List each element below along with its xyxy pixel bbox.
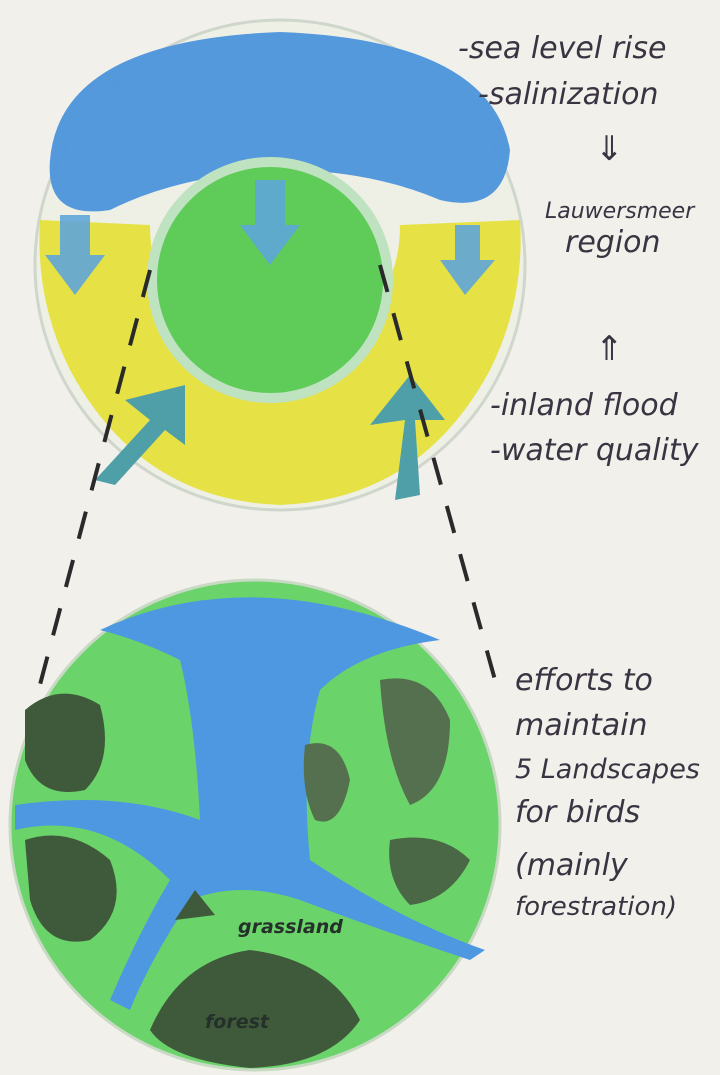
note: (mainly	[515, 848, 629, 883]
grassland-label: grassland	[238, 916, 343, 938]
note: forestration)	[515, 892, 677, 922]
bottom-circle	[8, 578, 502, 1072]
sea-threat: -salinization	[478, 77, 658, 112]
top-circle	[33, 18, 527, 512]
down-arrow: ⇓	[595, 129, 624, 169]
inland-threat: -inland flood	[490, 388, 679, 423]
region-label: Lauwersmeer	[545, 199, 696, 224]
dashed-line	[378, 264, 497, 681]
note: for birds	[515, 795, 640, 830]
inland-threat: -water quality	[490, 433, 700, 468]
sea-threat: -sea level rise	[458, 31, 666, 66]
forest-label: forest	[205, 1011, 270, 1033]
note: efforts to	[515, 663, 653, 698]
region-label: region	[565, 225, 661, 260]
note: 5 Landscapes	[515, 754, 700, 785]
note: maintain	[515, 708, 647, 743]
up-arrow: ⇑	[595, 329, 624, 369]
dashed-line	[18, 269, 152, 761]
